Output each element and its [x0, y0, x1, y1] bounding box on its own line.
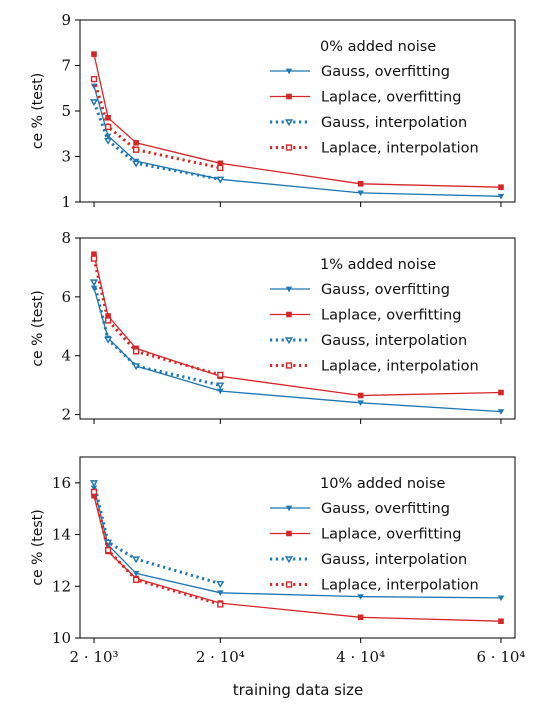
panel-title: 0% added noise	[320, 39, 436, 55]
legend-label-1: Gauss, overfitting	[321, 64, 450, 80]
legend: 1% added noise Gauss, overfitting Laplace,…	[270, 257, 479, 375]
series-line-4	[90, 255, 224, 379]
series-line-4	[90, 488, 224, 608]
panel-title: 1% added noise	[320, 257, 436, 273]
legend: 0% added noise Gauss, overfitting Laplace,…	[270, 39, 479, 157]
x-tick-label: 6 · 10⁴	[476, 648, 525, 666]
y-tick-label: 12	[52, 577, 71, 595]
y-tick-label: 8	[61, 229, 71, 247]
y-tick-label: 4	[61, 347, 71, 365]
series-line-3	[94, 483, 220, 584]
legend-label-3: Gauss, interpolation	[321, 333, 467, 349]
y-axis-label: ce % (test)	[30, 290, 46, 366]
legend-label-3: Gauss, interpolation	[321, 115, 467, 131]
axes-frame	[79, 237, 516, 420]
y-tick-label: 6	[61, 288, 71, 306]
panel-title: 10% added noise	[320, 476, 446, 492]
y-tick-label: 3	[61, 148, 71, 166]
panels: 1 3 5 7 9 ce % (test) 0% added noise Gauss, ove…	[30, 11, 525, 666]
panel-1: 1 3 5 7 9 ce % (test) 0% added noise Gauss, ove…	[30, 11, 516, 211]
axes-frame	[79, 456, 516, 639]
y-tick-label: 14	[52, 526, 71, 544]
legend-label-4: Laplace, interpolation	[321, 578, 479, 594]
y-axis-label: ce % (test)	[30, 73, 46, 149]
y-tick-label: 1	[61, 193, 71, 211]
legend-label-2: Laplace, overfitting	[321, 90, 461, 106]
x-axis-label: training data size	[233, 681, 364, 699]
y-tick-label: 7	[61, 57, 71, 75]
legend-label-2: Laplace, overfitting	[321, 527, 461, 543]
legend-label-4: Laplace, interpolation	[321, 141, 479, 157]
legend-label-2: Laplace, overfitting	[321, 308, 461, 324]
legend: 10% added noise Gauss, overfitting Laplace…	[270, 476, 479, 594]
panel-2: 2 4 6 8 ce % (test) 1% added noise Gauss, over…	[30, 229, 516, 424]
series-line-4	[90, 75, 224, 172]
y-axis-label: ce % (test)	[30, 509, 46, 585]
y-tick-label: 5	[61, 102, 71, 120]
x-tick-label: 2 · 10⁴	[196, 648, 245, 666]
y-tick-label: 2	[61, 406, 71, 424]
panel-3: 10 12 14 16 2 · 10³ 2 · 10⁴ 4 · 10⁴ 6 · 10⁴ ce %…	[30, 456, 525, 666]
x-tick-label: 4 · 10⁴	[336, 648, 385, 666]
legend-label-1: Gauss, overfitting	[321, 282, 450, 298]
legend-label-1: Gauss, overfitting	[321, 501, 450, 517]
legend-label-4: Laplace, interpolation	[321, 359, 479, 375]
y-tick-label: 9	[61, 11, 71, 29]
y-tick-label: 10	[52, 629, 71, 647]
y-tick-label: 16	[52, 474, 71, 492]
legend-label-3: Gauss, interpolation	[321, 552, 467, 568]
x-tick-label: 2 · 10³	[70, 648, 119, 666]
